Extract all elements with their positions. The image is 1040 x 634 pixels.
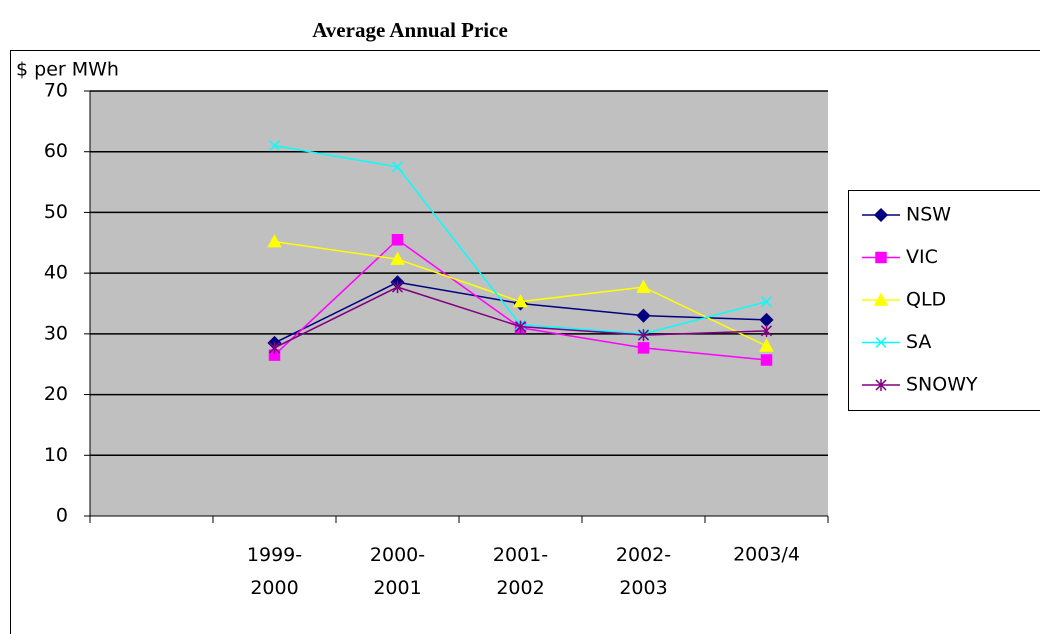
y-tick-label: 10 bbox=[44, 444, 68, 466]
marker bbox=[875, 336, 887, 349]
legend-label: VIC bbox=[906, 246, 938, 268]
marker bbox=[875, 379, 887, 391]
legend-label: QLD bbox=[906, 289, 946, 311]
marker bbox=[637, 329, 650, 342]
y-tick-label: 0 bbox=[56, 505, 68, 527]
marker bbox=[636, 308, 651, 323]
marker bbox=[873, 292, 889, 306]
marker bbox=[636, 279, 651, 293]
marker bbox=[760, 296, 773, 308]
legend-label: NSW bbox=[906, 204, 951, 226]
marker bbox=[637, 342, 650, 354]
plot-area bbox=[90, 91, 828, 516]
marker bbox=[760, 324, 773, 337]
marker bbox=[390, 251, 405, 265]
y-tick-label: 50 bbox=[44, 201, 68, 223]
legend-label: SNOWY bbox=[906, 374, 978, 396]
marker bbox=[875, 251, 887, 264]
marker bbox=[514, 320, 527, 333]
y-tick-label: 20 bbox=[44, 383, 68, 405]
marker bbox=[759, 338, 774, 352]
y-tick-label: 70 bbox=[44, 80, 68, 102]
marker bbox=[513, 294, 528, 308]
x-tick-label: 2001-2002 bbox=[493, 544, 548, 599]
x-tick-label: 2003/4 bbox=[733, 544, 800, 566]
marker bbox=[873, 207, 889, 223]
marker bbox=[760, 354, 773, 366]
x-tick-label: 1999-2000 bbox=[247, 544, 302, 599]
legend-label: SA bbox=[906, 331, 931, 353]
marker bbox=[391, 161, 404, 173]
x-tick-label: 2002-2003 bbox=[616, 544, 671, 599]
marker bbox=[391, 234, 404, 246]
y-axis-label: $ per MWh bbox=[16, 59, 119, 81]
marker bbox=[268, 140, 281, 152]
y-tick-label: 40 bbox=[44, 262, 68, 284]
marker bbox=[391, 281, 404, 294]
y-tick-label: 60 bbox=[44, 140, 68, 162]
marker bbox=[267, 234, 282, 248]
chart-title: Average Annual Price bbox=[312, 18, 508, 42]
x-tick-label: 2000-2001 bbox=[370, 544, 425, 599]
marker bbox=[268, 341, 281, 354]
y-tick-label: 30 bbox=[44, 322, 68, 344]
